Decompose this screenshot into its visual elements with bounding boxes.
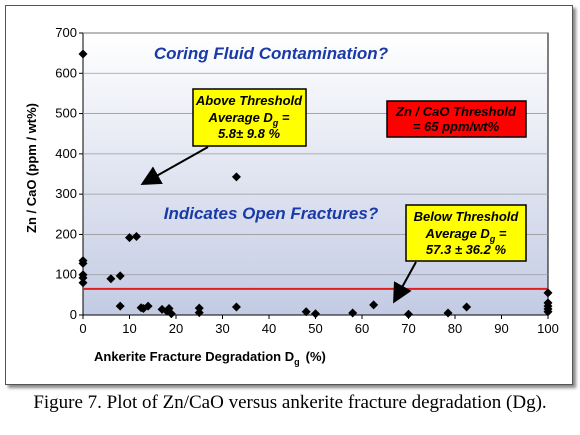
data-point xyxy=(166,309,176,319)
data-point xyxy=(115,271,125,281)
x-tick-label: 90 xyxy=(494,321,508,336)
gridlines xyxy=(83,32,548,276)
data-point xyxy=(115,301,125,311)
data-point xyxy=(443,308,453,318)
data-point xyxy=(78,273,88,283)
data-point xyxy=(143,301,153,311)
above-box-arrow xyxy=(140,146,209,185)
above-box-line1: Above Threshold xyxy=(195,93,303,108)
y-axis-title: Zn / CaO (ppm / wt%) xyxy=(24,103,39,233)
below-box-line1: Below Threshold xyxy=(414,209,520,224)
data-point xyxy=(78,258,88,268)
x-tick-label: 80 xyxy=(448,321,462,336)
scatter-chart: 0 100 200 300 400 500 600 700 0 10 20 30 40 50 60 70 80 9… xyxy=(24,25,559,367)
figure-caption: Figure 7. Plot of Zn/CaO versus ankerite… xyxy=(33,392,547,413)
plot-area xyxy=(82,32,549,316)
below-threshold-box: Below Threshold Average Dg = 57.3 ± 36.2… xyxy=(405,204,527,262)
threshold-box-line2: = 65 ppm/wt% xyxy=(413,119,500,134)
y-tick-label: 700 xyxy=(55,25,77,40)
below-box-arrow xyxy=(393,261,417,304)
above-box-line2: Average Dg = xyxy=(207,110,289,128)
below-box-line2: Average Dg = xyxy=(424,226,506,244)
data-point xyxy=(194,308,204,318)
data-point xyxy=(231,302,241,312)
above-threshold-box: Above Threshold Average Dg = 5.8± 9.8 % xyxy=(192,88,307,147)
data-point xyxy=(78,278,88,288)
data-point xyxy=(131,231,141,241)
threshold-box-line1: Zn / CaO Threshold xyxy=(395,104,517,119)
x-tick-label: 40 xyxy=(262,321,276,336)
x-tick-label: 20 xyxy=(169,321,183,336)
axes: 0 100 200 300 400 500 600 700 0 10 20 30 40 50 60 70 80 9… xyxy=(55,25,559,336)
x-tick-label: 30 xyxy=(215,321,229,336)
data-point xyxy=(106,274,116,284)
y-tick-label: 600 xyxy=(55,65,77,80)
data-points xyxy=(78,49,553,319)
x-tick-label: 60 xyxy=(355,321,369,336)
y-tick-label: 200 xyxy=(55,226,77,241)
y-tick-label: 400 xyxy=(55,146,77,161)
threshold-box: Zn / CaO Threshold = 65 ppm/wt% xyxy=(386,100,527,138)
data-point xyxy=(301,307,311,317)
data-point xyxy=(348,308,358,318)
x-tick-label: 100 xyxy=(537,321,559,336)
data-point xyxy=(78,49,88,59)
data-point xyxy=(231,172,241,182)
data-point xyxy=(543,307,553,317)
y-tick-label: 300 xyxy=(55,186,77,201)
data-point xyxy=(404,309,413,319)
y-tick-label: 100 xyxy=(55,267,77,282)
data-point xyxy=(125,233,134,243)
annotation-contamination: Coring Fluid Contamination? xyxy=(154,44,389,63)
x-tick-label: 0 xyxy=(79,321,86,336)
y-tick-label: 0 xyxy=(70,307,77,322)
x-axis-title: Ankerite Fracture Degradation Dg (%) xyxy=(94,349,326,367)
x-tick-label: 50 xyxy=(308,321,322,336)
x-tick-label: 70 xyxy=(401,321,415,336)
data-point xyxy=(543,288,553,298)
x-tick-label: 10 xyxy=(122,321,136,336)
below-box-line3: 57.3 ± 36.2 % xyxy=(426,242,507,257)
data-point xyxy=(462,302,472,312)
data-point xyxy=(369,300,379,310)
figure-panel: 0 100 200 300 400 500 600 700 0 10 20 30 40 50 60 70 80 9… xyxy=(5,5,573,385)
data-point xyxy=(311,309,320,319)
above-box-line3: 5.8± 9.8 % xyxy=(218,126,281,141)
y-tick-label: 500 xyxy=(55,106,77,121)
annotation-open-fractures: Indicates Open Fractures? xyxy=(164,204,379,223)
